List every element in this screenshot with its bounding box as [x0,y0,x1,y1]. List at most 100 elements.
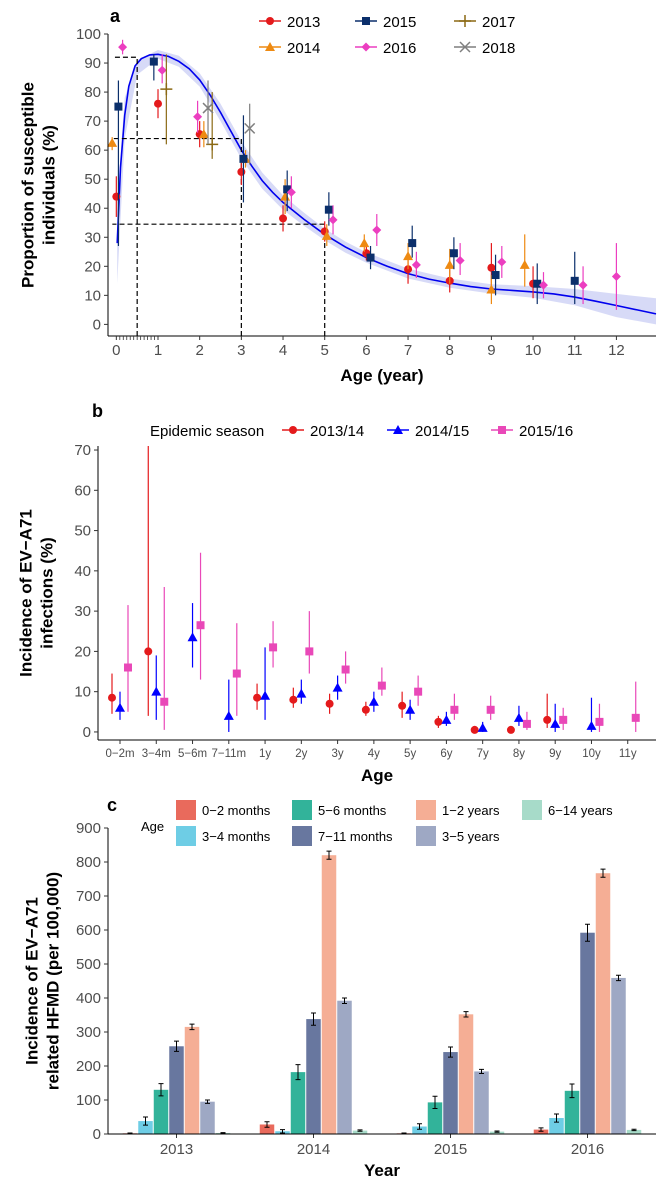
legend-label: 7−11 months [318,829,393,844]
x-tick-label: 7−11m [211,748,246,760]
y-tick-label: 40 [84,200,101,217]
data-point [513,712,524,722]
legend-marker [459,15,471,27]
x-tick-label: 1y [259,748,271,760]
data-point [631,713,640,722]
data-point [223,710,234,720]
reference-line [112,223,326,336]
data-point [359,238,370,248]
data-point [411,260,421,270]
bar [306,1019,321,1134]
data-point [434,717,443,726]
y-tick-label: 600 [76,922,101,939]
error-bar [205,1099,210,1104]
data-point [559,715,568,724]
y-tick-label: 10 [84,287,101,304]
error-bar [494,1130,500,1133]
data-point [198,129,209,139]
legend-label: 2015 [383,14,416,31]
x-tick-label: 5 [321,342,329,359]
legend-marker [266,17,274,25]
error-bar [357,1129,363,1132]
bar [549,1118,564,1134]
x-tick-label: 6 [362,342,370,359]
y-tick-label: 0 [93,316,101,333]
panel-b-y-axis-title-line: Incidence of EV−A71 [17,509,36,677]
x-tick-label: 6y [440,748,452,760]
bar [611,977,626,1134]
y-tick-label: 800 [76,854,101,871]
error-bar [326,850,332,860]
legend-label: 2014 [287,40,320,57]
x-tick-label: 1 [154,342,162,359]
legend-title: Epidemic season [150,423,264,440]
data-point [405,704,416,714]
data-point [450,705,459,714]
data-point [444,259,455,269]
bar [153,1089,169,1134]
error-bar [295,1064,301,1081]
x-tick-label: 7 [404,342,412,359]
legend-swatch [416,826,436,846]
y-tick-label: 60 [74,482,91,499]
error-bar [280,1129,285,1134]
data-point [538,280,548,290]
bar [352,1130,368,1134]
data-point [586,720,597,730]
data-point [244,122,256,134]
bar [337,1000,352,1134]
data-point [487,263,496,272]
y-tick-label: 100 [76,1092,101,1109]
data-point [570,276,579,285]
x-tick-label: 11 [567,342,583,359]
legend-swatch [292,800,312,820]
data-point [341,665,350,674]
legend-label: 6−14 years [548,803,613,818]
x-tick-label: 5y [404,748,416,760]
x-tick-label: 2016 [571,1141,604,1158]
legend-label: 0−2 months [202,803,271,818]
legend-label: 3−4 months [202,829,271,844]
data-point [154,99,163,108]
y-tick-label: 10 [74,684,91,701]
x-tick-label: 12 [608,342,625,359]
data-point [491,271,500,280]
legend-label: 1−2 years [442,803,500,818]
error-bar [342,997,347,1004]
legend-label: 2018 [482,40,515,57]
fit-confidence-band [117,50,656,325]
legend-marker [459,41,471,53]
panel-a-label: a [110,6,121,26]
panel-b-x-axis-title: Age [361,766,393,785]
y-tick-label: 30 [74,603,91,620]
error-bar [448,1046,453,1058]
y-tick-label: 0 [83,724,91,741]
data-point [408,239,417,248]
error-bar [538,1127,544,1132]
data-point [202,102,214,114]
panel-a-x-axis-title: Age (year) [340,366,423,385]
legend-label: 2015/16 [519,423,573,440]
y-tick-label: 70 [84,113,101,130]
data-point [403,251,414,261]
panel-c-y-axis-title-line: Incidence of EV−A71 [23,897,42,1065]
legend-swatch [416,800,436,820]
x-tick-label: 10y [582,748,601,760]
error-bar [158,1083,164,1097]
legend-marker [265,42,275,51]
data-point [543,715,552,724]
y-tick-label: 70 [74,442,91,459]
y-tick-label: 90 [84,55,101,72]
y-tick-label: 100 [76,26,101,43]
legend-marker [393,425,403,434]
bar [626,1129,642,1134]
panel-c-x-axis-title: Year [364,1161,400,1178]
data-point [368,696,379,706]
data-point [124,663,132,672]
reference-line [112,56,138,336]
data-point [522,719,531,728]
data-point [361,705,370,714]
bar [259,1124,275,1134]
error-bar [417,1123,422,1130]
